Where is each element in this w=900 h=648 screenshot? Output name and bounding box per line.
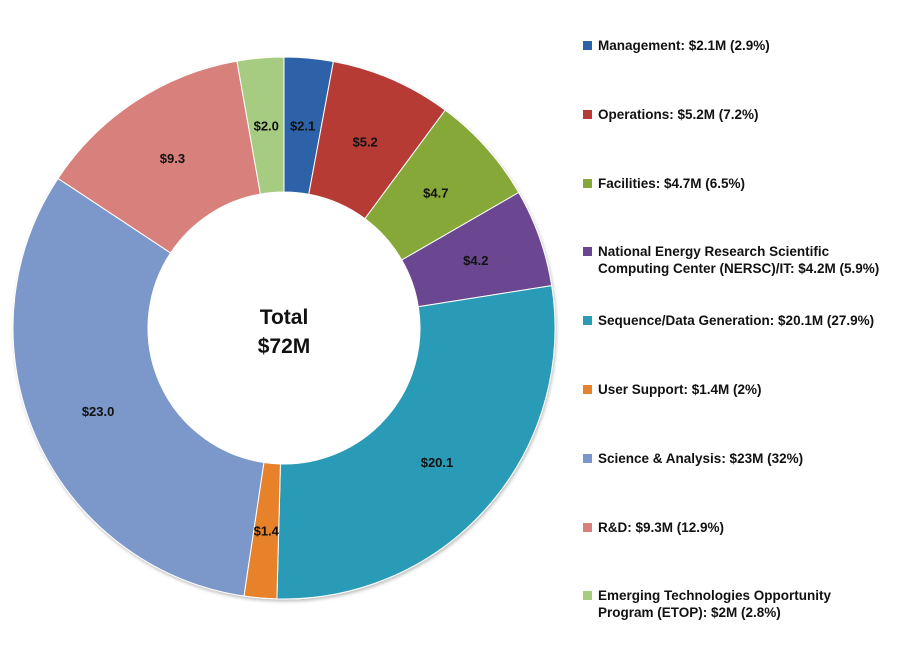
slice-label-6: $23.0 xyxy=(82,404,115,419)
legend-swatch-6 xyxy=(583,453,592,463)
legend-item-6: Science & Analysis: $23M (32%) xyxy=(583,450,900,467)
legend-swatch-8 xyxy=(583,591,592,601)
slice-label-0: $2.1 xyxy=(290,118,315,133)
slice-label-7: $9.3 xyxy=(160,151,185,166)
slice-label-3: $4.2 xyxy=(463,253,488,268)
legend-label-8: Emerging Technologies Opportunity Progra… xyxy=(598,588,832,621)
legend-item-5: User Support: $1.4M (2%) xyxy=(583,381,900,398)
slice-label-8: $2.0 xyxy=(254,118,279,133)
slice-7 xyxy=(57,60,261,254)
slice-label-5: $1.4 xyxy=(254,524,280,539)
center-label-line-2: $72M xyxy=(258,335,311,358)
legend-label-4: Sequence/Data Generation: $20.1M (27.9%) xyxy=(598,313,875,329)
donut-slices xyxy=(12,56,556,600)
slice-label-2: $4.7 xyxy=(423,185,448,200)
slice-6 xyxy=(12,177,265,597)
legend-swatch-1 xyxy=(583,109,592,119)
legend-item-0: Management: $2.1M (2.9%) xyxy=(583,37,900,54)
legend-item-8: Emerging Technologies Opportunity Progra… xyxy=(583,587,900,621)
slice-4 xyxy=(276,285,556,600)
center-label-line-1: Total xyxy=(260,306,309,329)
legend-item-7: R&D: $9.3M (12.9%) xyxy=(583,519,900,536)
legend-swatch-7 xyxy=(583,522,592,532)
slice-labels: $2.1 $5.2 $4.7 $4.2 $20.1 $1.4 $23.0 $9.3 $2.0 xyxy=(82,118,489,538)
slice-8 xyxy=(236,56,285,195)
legend-item-1: Operations: $5.2M (7.2%) xyxy=(583,106,900,123)
legend-swatch-0 xyxy=(583,41,592,50)
legend-swatch-5 xyxy=(583,385,592,394)
legend-label-2: Facilities: $4.7M (6.5%) xyxy=(598,175,746,191)
legend-item-3: National Energy Research Scientific Comp… xyxy=(583,243,900,277)
legend-label-5: User Support: $1.4M (2%) xyxy=(598,382,762,397)
legend-label-1: Operations: $5.2M (7.2%) xyxy=(598,106,759,122)
legend-label-3: National Energy Research Scientific Comp… xyxy=(598,244,880,277)
legend-item-4: Sequence/Data Generation: $20.1M (27.9%) xyxy=(583,312,900,329)
legend-swatch-2 xyxy=(583,178,592,188)
legend: Management: $2.1M (2.9%) Operations: $5.2… xyxy=(583,0,900,648)
legend-label-0: Management: $2.1M (2.9%) xyxy=(598,38,770,53)
slice-label-1: $5.2 xyxy=(352,134,377,149)
legend-label-6: Science & Analysis: $23M (32%) xyxy=(598,450,804,466)
donut-hole xyxy=(148,192,420,464)
legend-swatch-4 xyxy=(583,316,592,326)
legend-swatch-3 xyxy=(583,247,592,257)
slice-label-4: $20.1 xyxy=(421,455,454,470)
legend-label-7: R&D: $9.3M (12.9%) xyxy=(598,519,725,535)
legend-item-2: Facilities: $4.7M (6.5%) xyxy=(583,175,900,192)
donut-chart: $2.1 $5.2 $4.7 $4.2 $20.1 $1.4 $23.0 $9.3 $2.0 T… xyxy=(12,56,556,600)
